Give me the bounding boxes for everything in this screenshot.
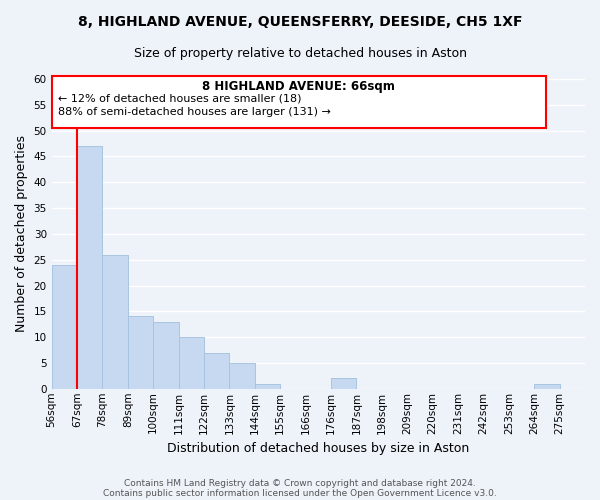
Text: Size of property relative to detached houses in Aston: Size of property relative to detached ho… bbox=[133, 48, 467, 60]
Bar bbox=[103, 254, 128, 389]
Bar bbox=[204, 352, 229, 389]
Text: Contains HM Land Registry data © Crown copyright and database right 2024.: Contains HM Land Registry data © Crown c… bbox=[124, 478, 476, 488]
Text: 8, HIGHLAND AVENUE, QUEENSFERRY, DEESIDE, CH5 1XF: 8, HIGHLAND AVENUE, QUEENSFERRY, DEESIDE… bbox=[78, 15, 522, 29]
Bar bbox=[77, 146, 103, 389]
Text: 88% of semi-detached houses are larger (131) →: 88% of semi-detached houses are larger (… bbox=[58, 107, 331, 117]
Text: 8 HIGHLAND AVENUE: 66sqm: 8 HIGHLAND AVENUE: 66sqm bbox=[202, 80, 395, 94]
Bar bbox=[229, 363, 255, 389]
X-axis label: Distribution of detached houses by size in Aston: Distribution of detached houses by size … bbox=[167, 442, 469, 455]
Text: Contains public sector information licensed under the Open Government Licence v3: Contains public sector information licen… bbox=[103, 488, 497, 498]
Bar bbox=[128, 316, 153, 389]
Bar bbox=[255, 384, 280, 389]
Bar bbox=[179, 337, 204, 389]
Bar bbox=[52, 265, 77, 389]
Bar bbox=[153, 322, 179, 389]
Bar bbox=[534, 384, 560, 389]
Text: ← 12% of detached houses are smaller (18): ← 12% of detached houses are smaller (18… bbox=[58, 94, 301, 104]
Bar bbox=[331, 378, 356, 389]
Y-axis label: Number of detached properties: Number of detached properties bbox=[15, 136, 28, 332]
